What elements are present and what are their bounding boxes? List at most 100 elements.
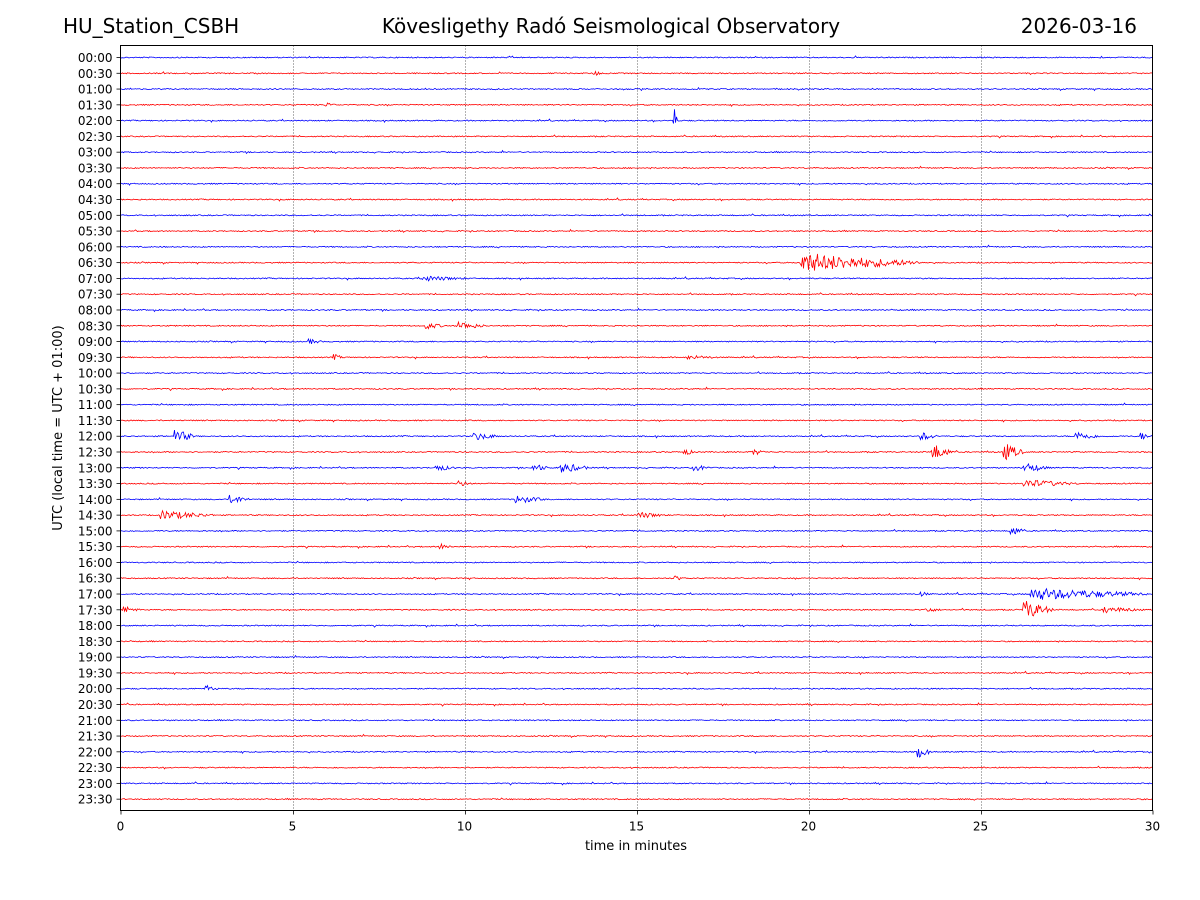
- y-tick-label: 02:30: [78, 130, 113, 144]
- trace-1700: [120, 587, 1153, 600]
- y-tick-label: 11:00: [78, 398, 113, 412]
- x-axis-ticks: 0 5 10 15 20 25 30: [117, 810, 1160, 834]
- y-tick-label: 23:30: [78, 793, 113, 807]
- y-tick-label: 17:30: [78, 603, 113, 617]
- plot-frame: [120, 45, 1153, 811]
- y-tick-label: 04:00: [78, 177, 113, 191]
- x-tick-label: 25: [973, 820, 988, 834]
- y-tick-label: 12:00: [78, 430, 113, 444]
- x-axis-label: time in minutes: [585, 839, 687, 854]
- y-tick-label: 07:30: [78, 288, 113, 302]
- trace-0530: [120, 228, 1153, 234]
- vertical-gridlines: [293, 45, 982, 811]
- y-tick-label: 08:00: [78, 303, 113, 317]
- y-tick-label: 10:00: [78, 367, 113, 381]
- trace-1200: [120, 430, 1153, 441]
- trace-1800: [120, 623, 1153, 628]
- trace-1330: [120, 479, 1153, 488]
- y-tick-label: 06:00: [78, 240, 113, 254]
- y-tick-label: 17:00: [78, 588, 113, 602]
- y-tick-label: 20:00: [78, 682, 113, 696]
- y-tick-label: 03:00: [78, 146, 113, 160]
- trace-0230: [120, 134, 1153, 139]
- trace-1400: [120, 494, 1153, 504]
- y-tick-label: 05:30: [78, 225, 113, 239]
- y-tick-label: 13:30: [78, 477, 113, 491]
- trace-0430: [120, 197, 1153, 202]
- y-tick-label: 19:30: [78, 666, 113, 680]
- y-tick-label: 22:30: [78, 761, 113, 775]
- y-tick-label: 00:00: [78, 51, 113, 65]
- trace-0500: [120, 213, 1153, 218]
- trace-1830: [120, 639, 1153, 643]
- y-tick-label: 00:30: [78, 67, 113, 81]
- y-tick-label: 21:30: [78, 730, 113, 744]
- trace-1730: [120, 601, 1153, 617]
- trace-1630: [120, 575, 1153, 581]
- trace-0600: [120, 244, 1153, 249]
- trace-0830: [120, 320, 1153, 330]
- trace-2330: [120, 797, 1153, 801]
- trace-0200: [120, 109, 1153, 124]
- trace-0800: [120, 307, 1153, 313]
- y-tick-label: 01:00: [78, 83, 113, 97]
- trace-0330: [120, 165, 1153, 171]
- chart-title: Kövesligethy Radó Seismological Observat…: [381, 14, 841, 38]
- y-tick-label: 09:00: [78, 335, 113, 349]
- y-tick-label: 05:00: [78, 209, 113, 223]
- y-tick-label: 22:00: [78, 745, 113, 759]
- trace-0900: [120, 337, 1153, 345]
- y-tick-label: 14:00: [78, 493, 113, 507]
- trace-1300: [120, 462, 1153, 473]
- y-tick-label: 12:30: [78, 446, 113, 460]
- y-tick-label: 06:30: [78, 256, 113, 270]
- y-tick-label: 16:00: [78, 556, 113, 570]
- x-tick-label: 0: [117, 820, 125, 834]
- trace-0030: [120, 70, 1153, 76]
- y-tick-label: 03:30: [78, 161, 113, 175]
- trace-1930: [120, 670, 1153, 676]
- trace-1000: [120, 371, 1153, 375]
- trace-2230: [120, 765, 1153, 770]
- trace-1130: [120, 419, 1153, 423]
- trace-1100: [120, 402, 1153, 407]
- trace-1430: [120, 509, 1153, 520]
- trace-1600: [120, 560, 1153, 564]
- trace-2300: [120, 781, 1153, 786]
- seismogram-traces: [120, 55, 1153, 801]
- trace-0730: [120, 292, 1153, 297]
- trace-0400: [120, 182, 1153, 186]
- y-tick-label: 07:00: [78, 272, 113, 286]
- trace-1900: [120, 654, 1153, 660]
- y-tick-label: 08:30: [78, 319, 113, 333]
- trace-2100: [120, 718, 1153, 722]
- x-tick-label: 30: [1145, 820, 1160, 834]
- trace-2030: [120, 702, 1153, 707]
- trace-2200: [120, 748, 1153, 758]
- trace-1500: [120, 528, 1153, 536]
- x-tick-label: 20: [801, 820, 816, 834]
- y-tick-label: 18:30: [78, 635, 113, 649]
- x-tick-label: 5: [289, 820, 297, 834]
- trace-0300: [120, 149, 1153, 155]
- x-tick-label: 15: [629, 820, 644, 834]
- y-axis-label: UTC (local time = UTC + 01:00): [51, 325, 66, 530]
- trace-0700: [120, 275, 1153, 282]
- x-tick-label: 10: [457, 820, 472, 834]
- trace-0930: [120, 354, 1153, 360]
- station-name: HU_Station_CSBH: [63, 14, 240, 38]
- y-tick-label: 15:30: [78, 540, 113, 554]
- trace-0130: [120, 102, 1153, 107]
- y-tick-label: 13:00: [78, 461, 113, 475]
- y-tick-label: 04:30: [78, 193, 113, 207]
- y-tick-label: 01:30: [78, 98, 113, 112]
- y-tick-label: 18:00: [78, 619, 113, 633]
- y-tick-label: 02:00: [78, 114, 113, 128]
- y-tick-label: 23:00: [78, 777, 113, 791]
- trace-1030: [120, 386, 1153, 392]
- y-tick-label: 19:00: [78, 651, 113, 665]
- y-tick-label: 11:30: [78, 414, 113, 428]
- y-tick-label: 20:30: [78, 698, 113, 712]
